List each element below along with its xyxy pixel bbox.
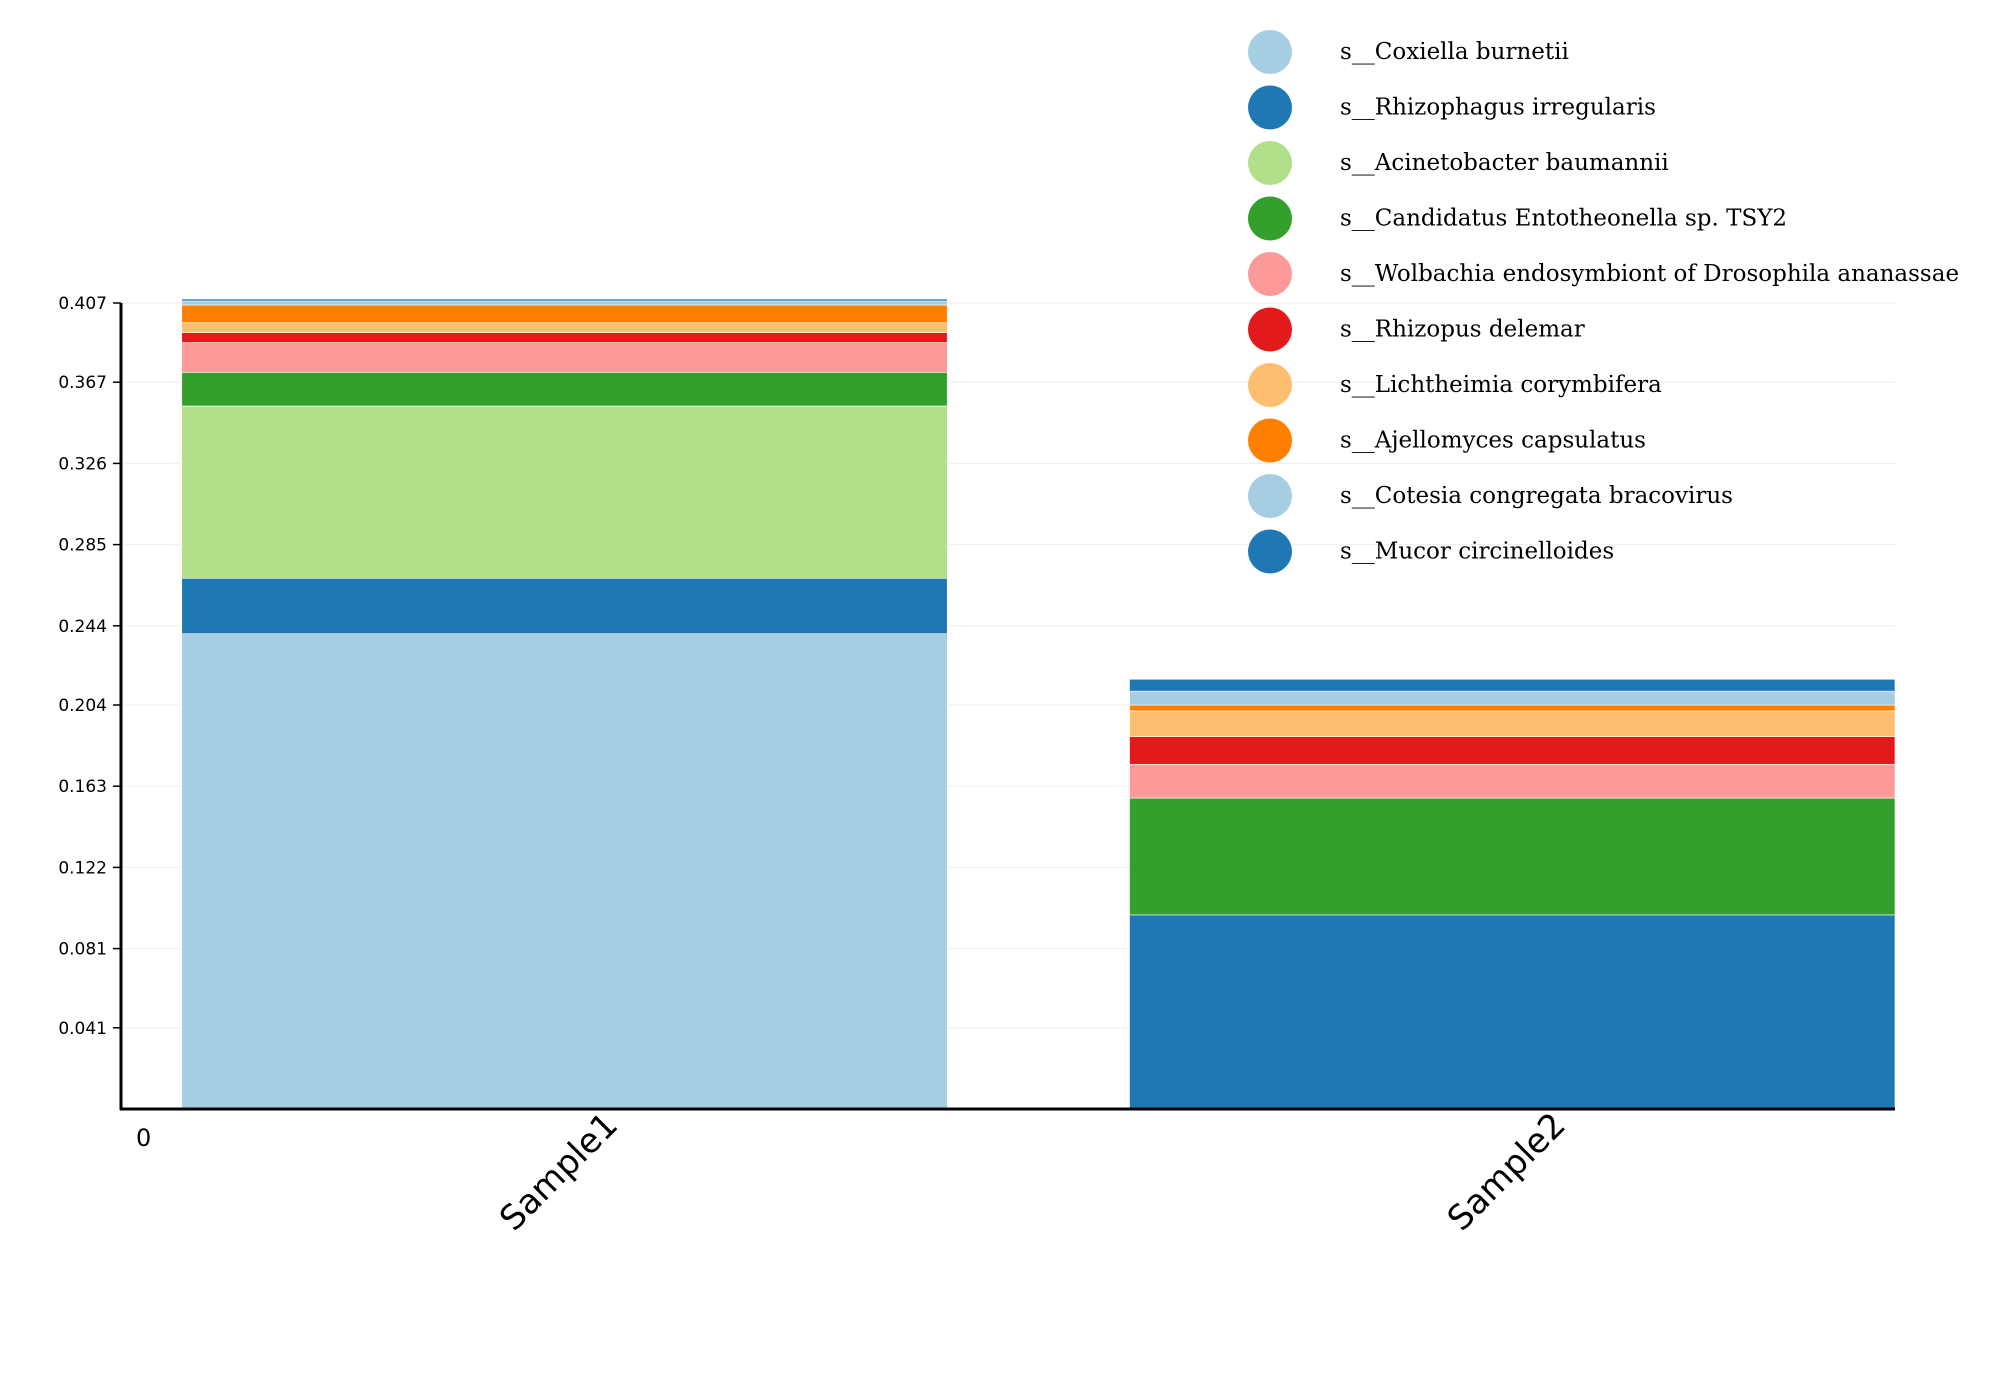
legend-label: s__Coxiella burnetii [1340,39,1569,65]
y-tick-label: 0.244 [58,617,107,637]
bar-segment-2-6 [1129,736,1896,765]
bar-segment-1-8 [181,304,948,324]
x-category-labels: Sample1 Sample2 [492,1105,1573,1239]
bar-segment-1-3 [181,405,948,579]
y-tick-label: 0.204 [58,696,107,716]
legend-label: s__Ajellomyces capsulatus [1340,428,1646,454]
legend-swatch [1248,30,1292,74]
legend: s__Coxiella burnetii s__Rhizophagus irreg… [1248,30,1959,574]
y-ticks: 0.041 0.081 0.122 0.163 0.204 0.244 0.285 0.326… [58,294,121,1039]
x-category-label: Sample2 [1440,1105,1574,1239]
bar-segment-1-2 [181,577,948,635]
legend-label: s__Wolbachia endosymbiont of Drosophila … [1340,261,1959,287]
bar-segment-1-1 [181,633,948,1110]
bar-segment-2-5 [1129,764,1896,799]
legend-label: s__Cotesia congregata bracovirus [1340,483,1733,509]
x-category-label: Sample1 [492,1105,626,1239]
bar-segment-2-7 [1129,710,1896,737]
bar-segment-2-10 [1129,678,1896,692]
bars [181,298,1896,1110]
legend-label: s__Rhizopus delemar [1340,317,1585,343]
legend-swatch [1248,474,1292,518]
bar-segment-1-4 [181,372,948,407]
legend-swatch [1248,196,1292,241]
legend-label: s__Lichtheimia corymbifera [1340,372,1662,398]
y-tick-label: 0.122 [58,858,107,878]
bar-segment-1-10 [181,298,948,302]
bar-segment-1-9 [181,300,948,306]
legend-swatch [1248,307,1292,352]
axes: 0 [119,303,1895,1152]
legend-label: s__Mucor circinelloides [1340,539,1614,565]
legend-swatch [1248,363,1292,407]
y-tick-label: 0.081 [58,940,107,960]
y-tick-label: 0.326 [58,454,107,474]
y-tick-label: 0.041 [58,1019,107,1039]
bar-segment-1-6 [181,332,948,343]
legend-label: s__Rhizophagus irregularis [1340,95,1656,121]
legend-swatch [1248,85,1292,130]
y-tick-label: 0.407 [58,294,107,314]
legend-swatch [1248,418,1292,463]
legend-swatch [1248,252,1292,296]
bar-segment-1-7 [181,322,948,334]
legend-swatch [1248,141,1292,185]
bar-segment-2-4 [1129,797,1896,916]
bar-segment-1-5 [181,342,948,373]
legend-swatch [1248,529,1292,574]
legend-label: s__Acinetobacter baumannii [1340,150,1669,176]
bar-segment-2-2 [1129,914,1896,1110]
bar-segment-2-8 [1129,704,1896,712]
legend-label: s__Candidatus Entotheonella sp. TSY2 [1340,206,1787,232]
y-zero-label: 0 [136,1124,151,1152]
y-tick-label: 0.367 [58,373,107,393]
y-tick-label: 0.285 [58,536,107,556]
bar-segment-2-9 [1129,690,1896,706]
y-tick-label: 0.163 [58,777,107,797]
